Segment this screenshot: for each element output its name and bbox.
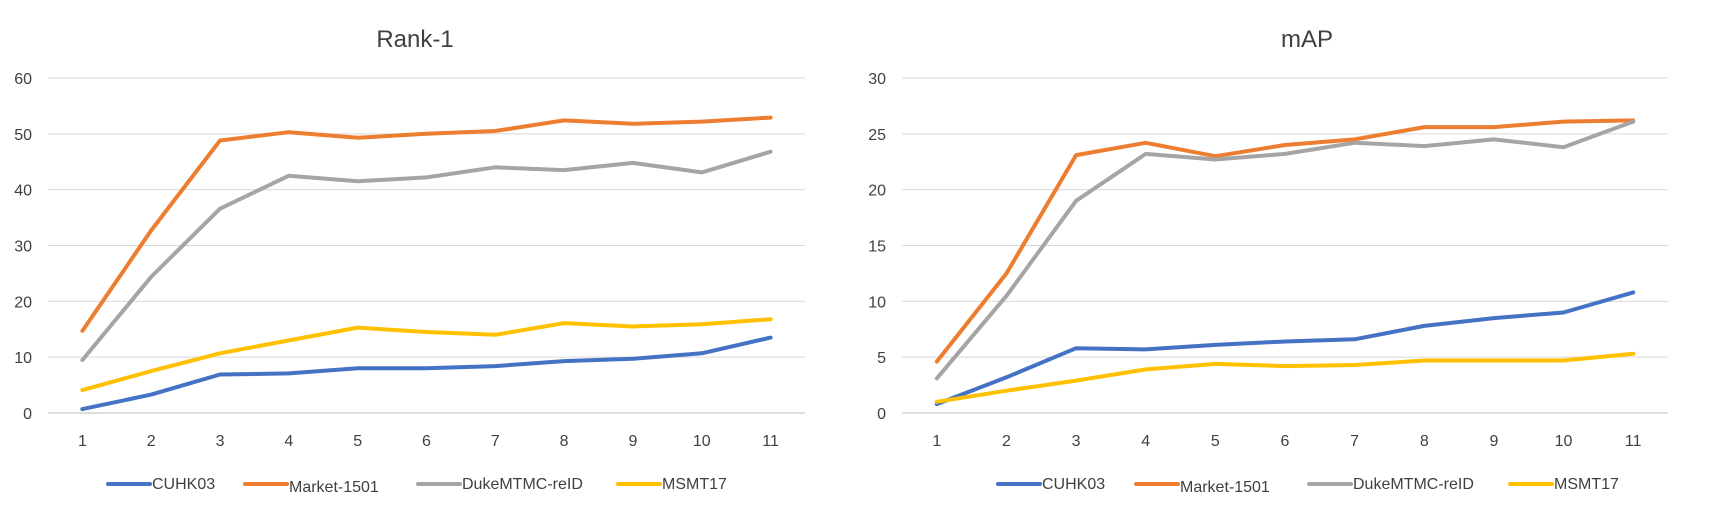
x-tick-label: 5 [353,433,362,450]
series-line-dukemtmc-reid [934,119,1636,381]
x-tick-label: 4 [1141,433,1150,450]
legend-label: Market-1501 [289,479,379,496]
y-tick-label: 20 [14,294,32,311]
x-tick-label: 6 [422,433,431,450]
x-tick-label: 6 [1281,433,1290,450]
rank1-chart: Rank-1 0 10 20 30 40 50 60 1 2 3 4 5 6 7 8 9 10 11 CUHK03 Ma… [14,26,805,496]
x-tick-label: 1 [932,433,941,450]
chart-title: mAP [1281,26,1333,53]
y-tick-label: 25 [868,127,886,144]
x-tick-label: 7 [1350,433,1359,450]
x-tick-label: 5 [1211,433,1220,450]
legend-label: MSMT17 [1554,476,1619,493]
y-tick-label: 15 [868,239,886,256]
legend-label: DukeMTMC-reID [462,476,583,493]
series-line-msmt17 [934,351,1636,404]
legend-label: Market-1501 [1180,479,1270,496]
series-line-cuhk03 [934,290,1636,407]
series-line-cuhk03 [80,335,773,412]
y-tick-label: 50 [14,127,32,144]
x-tick-label: 2 [1002,433,1011,450]
y-tick-label: 10 [868,294,886,311]
series-line-msmt17 [80,317,773,393]
x-tick-label: 9 [1489,433,1498,450]
legend-label: DukeMTMC-reID [1353,476,1474,493]
x-tick-label: 8 [1420,433,1429,450]
y-tick-label: 30 [868,71,886,88]
chart-title: Rank-1 [376,26,453,53]
y-tick-label: 20 [868,183,886,200]
x-tick-label: 9 [629,433,638,450]
y-tick-label: 30 [14,239,32,256]
x-tick-label: 4 [284,433,293,450]
x-tick-label: 8 [560,433,569,450]
y-tick-label: 0 [23,406,32,423]
x-tick-label: 3 [216,433,225,450]
x-tick-label: 3 [1072,433,1081,450]
y-tick-label: 60 [14,71,32,88]
x-tick-label: 11 [762,433,779,450]
legend-label: CUHK03 [1042,476,1105,493]
x-tick-label: 11 [1625,433,1642,450]
x-tick-label: 7 [491,433,500,450]
y-tick-label: 5 [877,350,886,367]
x-tick-label: 2 [147,433,156,450]
map-chart: mAP 0 5 10 15 20 25 30 1 2 3 4 5 6 7 8 9 10 11 CUHK03 Market… [868,26,1668,496]
series-line-dukemtmc-reid [80,149,773,362]
x-tick-label: 1 [78,433,87,450]
series-line-market-1501 [80,115,773,333]
series-line-market-1501 [934,118,1636,364]
legend-label: CUHK03 [152,476,215,493]
y-tick-label: 0 [877,406,886,423]
x-tick-label: 10 [693,433,711,450]
y-tick-label: 10 [14,350,32,367]
y-tick-label: 40 [14,183,32,200]
legend-label: MSMT17 [662,476,727,493]
x-tick-label: 10 [1555,433,1573,450]
